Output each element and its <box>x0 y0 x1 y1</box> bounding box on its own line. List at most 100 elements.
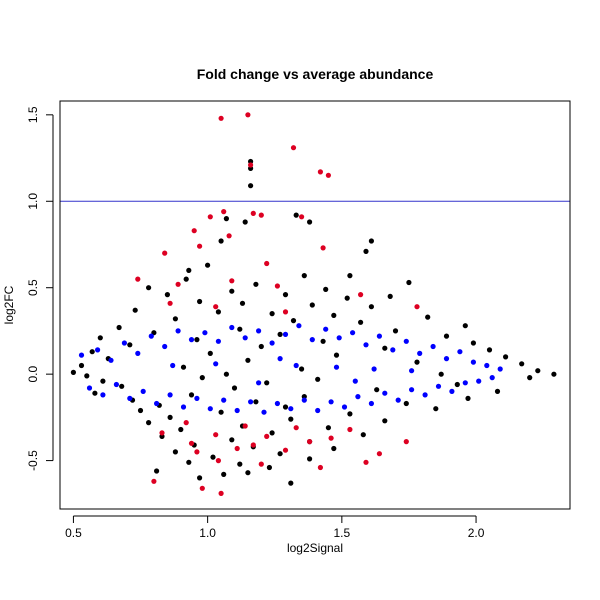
data-point <box>309 302 315 308</box>
data-point <box>371 366 377 372</box>
data-point <box>167 414 173 420</box>
data-point <box>205 262 211 268</box>
data-point <box>403 338 409 344</box>
data-point <box>78 352 85 358</box>
x-tick-label: 2.0 <box>468 526 485 540</box>
data-point <box>503 354 509 360</box>
data-point <box>489 375 495 381</box>
data-point <box>277 356 283 362</box>
data-point <box>242 335 248 341</box>
data-point <box>183 420 189 426</box>
data-point <box>250 210 256 216</box>
data-point <box>202 330 208 336</box>
data-point <box>253 399 259 405</box>
data-point <box>382 390 388 396</box>
data-point <box>121 340 127 346</box>
data-point <box>368 400 374 407</box>
plot-frame <box>59 100 571 510</box>
y-axis-label: log2FC <box>2 285 16 324</box>
data-point <box>435 383 442 389</box>
data-point <box>414 304 420 310</box>
data-point <box>317 169 323 175</box>
data-point <box>127 395 133 401</box>
data-point <box>218 115 224 121</box>
data-point <box>299 366 305 372</box>
data-point <box>470 340 476 346</box>
data-point <box>226 233 232 239</box>
data-point <box>248 162 254 168</box>
data-point <box>194 395 200 401</box>
data-point <box>430 343 436 350</box>
data-point <box>358 292 364 298</box>
data-point <box>135 276 141 282</box>
data-point <box>454 381 460 388</box>
data-point <box>323 326 329 332</box>
data-point <box>108 357 114 363</box>
data-point <box>535 368 541 374</box>
data-point <box>207 350 213 356</box>
data-point <box>307 456 313 462</box>
data-point <box>186 267 192 273</box>
y-tick-label: 1.5 <box>26 106 40 123</box>
data-point <box>438 371 444 377</box>
data-point <box>159 430 165 436</box>
data-point <box>363 248 369 254</box>
data-point <box>462 380 468 386</box>
data-point <box>175 328 181 334</box>
data-point <box>333 364 340 370</box>
data-point <box>449 388 455 394</box>
data-point <box>333 352 340 358</box>
data-point <box>403 400 409 407</box>
data-point <box>86 385 93 391</box>
data-point <box>395 397 401 403</box>
data-point <box>258 212 264 218</box>
data-point <box>97 335 103 341</box>
data-point <box>167 300 173 306</box>
data-point <box>199 485 205 491</box>
data-point <box>417 350 423 356</box>
data-point <box>223 216 229 222</box>
data-point <box>197 475 203 481</box>
data-point <box>309 337 315 343</box>
data-point <box>277 451 283 457</box>
data-point <box>164 292 170 298</box>
data-point <box>248 183 254 189</box>
data-point <box>119 383 125 389</box>
data-point <box>229 437 235 443</box>
data-point <box>457 349 463 355</box>
data-point <box>256 380 262 386</box>
data-point <box>245 357 251 363</box>
data-point <box>551 371 557 377</box>
data-point <box>363 342 369 348</box>
data-point <box>234 407 240 414</box>
data-point <box>269 430 275 436</box>
data-point <box>237 326 243 332</box>
data-point <box>325 172 331 178</box>
data-point <box>242 423 248 429</box>
data-point <box>221 209 227 215</box>
data-point <box>368 304 374 310</box>
data-point <box>497 366 503 372</box>
data-point <box>92 390 98 396</box>
y-tick-label: -0.5 <box>26 450 40 471</box>
data-point <box>331 445 337 452</box>
data-point <box>84 373 90 379</box>
data-point <box>282 447 289 453</box>
data-point <box>360 432 366 438</box>
data-point <box>282 404 289 410</box>
data-point <box>484 362 490 369</box>
data-point <box>162 343 168 350</box>
chart-title: Fold change vs average abundance <box>197 66 434 82</box>
data-point <box>100 392 106 398</box>
data-point <box>215 458 221 464</box>
data-point <box>274 400 280 407</box>
data-point <box>170 362 176 369</box>
data-point <box>210 454 216 460</box>
data-point <box>519 361 525 367</box>
data-point <box>403 439 409 445</box>
data-point <box>347 411 353 417</box>
data-point <box>392 328 399 334</box>
data-point <box>462 323 468 329</box>
data-point <box>269 311 275 317</box>
data-point <box>355 394 361 400</box>
